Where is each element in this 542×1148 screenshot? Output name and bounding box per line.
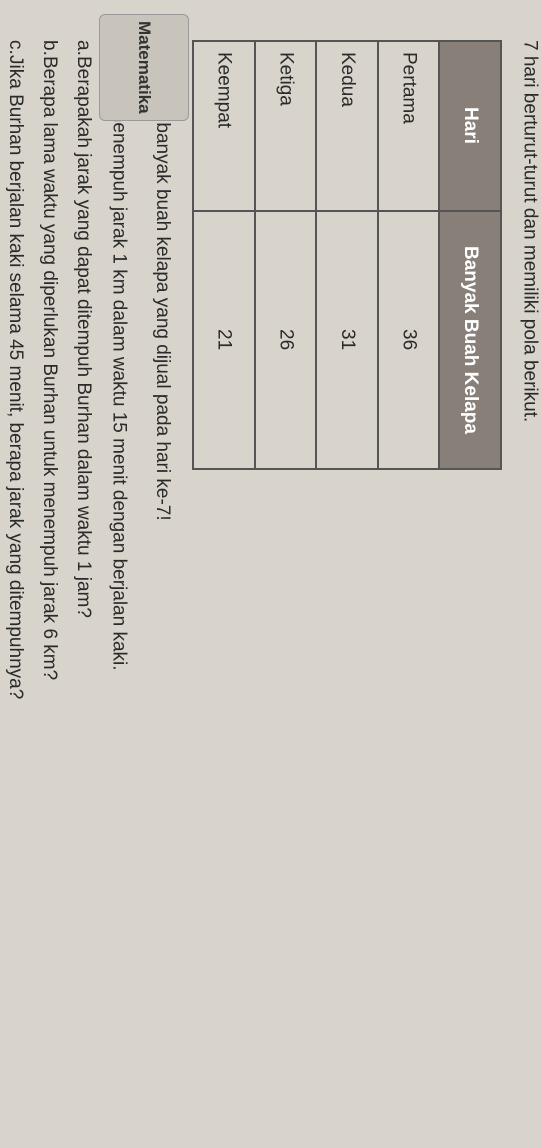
sub-item-a: a. Berapakah jarak yang dapat ditempuh B… — [0, 40, 12, 1118]
worksheet-page: Matematika 2. Seorang petani sedang menc… — [0, 0, 542, 1148]
question-3: 3. Burhan menempuh jarak 1 km dalam wakt… — [0, 24, 48, 1118]
text-line: 7 hari berturut-turut dan memiliki pola … — [434, 40, 455, 422]
cell-hari: Keempat — [108, 41, 170, 211]
cell-value: 21 — [108, 211, 170, 469]
col-header-banyak: Banyak Buah Kelapa — [354, 211, 416, 469]
sub-text: Berapakah jarak yang dapat ditempuh Burh… — [0, 56, 12, 618]
sub-label: a. — [0, 40, 12, 56]
text-line: Seorang petani sedang mencatat penjualan… — [462, 40, 483, 824]
question-text: Burhan menempuh jarak 1 km dalam waktu 1… — [20, 40, 48, 1118]
col-header-hari: Hari — [354, 41, 416, 211]
data-table: Hari Banyak Buah Kelapa Pertama 36 Kedua… — [107, 40, 417, 470]
table-row: Pertama 36 — [293, 41, 355, 469]
question-2: 2. Seorang petani sedang mencatat penjua… — [64, 24, 486, 1118]
sub-list: a. Berapakah jarak yang dapat ditempuh B… — [0, 40, 12, 1118]
question-number: 2. — [64, 24, 486, 40]
cell-value: 36 — [293, 211, 355, 469]
table-header-row: Hari Banyak Buah Kelapa — [354, 41, 416, 469]
cell-value: 31 — [231, 211, 293, 469]
question-text: Seorang petani sedang mencatat penjualan… — [431, 40, 486, 1118]
subject-tab: Matematika — [14, 14, 104, 121]
question-prompt: Tentukan banyak buah kelapa yang dijual … — [64, 40, 92, 1118]
cell-hari: Kedua — [231, 41, 293, 211]
cell-hari: Ketiga — [170, 41, 232, 211]
table-row: Keempat 21 — [108, 41, 170, 469]
cell-value: 26 — [170, 211, 232, 469]
table-row: Ketiga 26 — [170, 41, 232, 469]
question-body: Seorang petani sedang mencatat penjualan… — [64, 40, 486, 1118]
table-row: Kedua 31 — [231, 41, 293, 469]
cell-hari: Pertama — [293, 41, 355, 211]
question-body: Burhan menempuh jarak 1 km dalam waktu 1… — [0, 40, 48, 1118]
